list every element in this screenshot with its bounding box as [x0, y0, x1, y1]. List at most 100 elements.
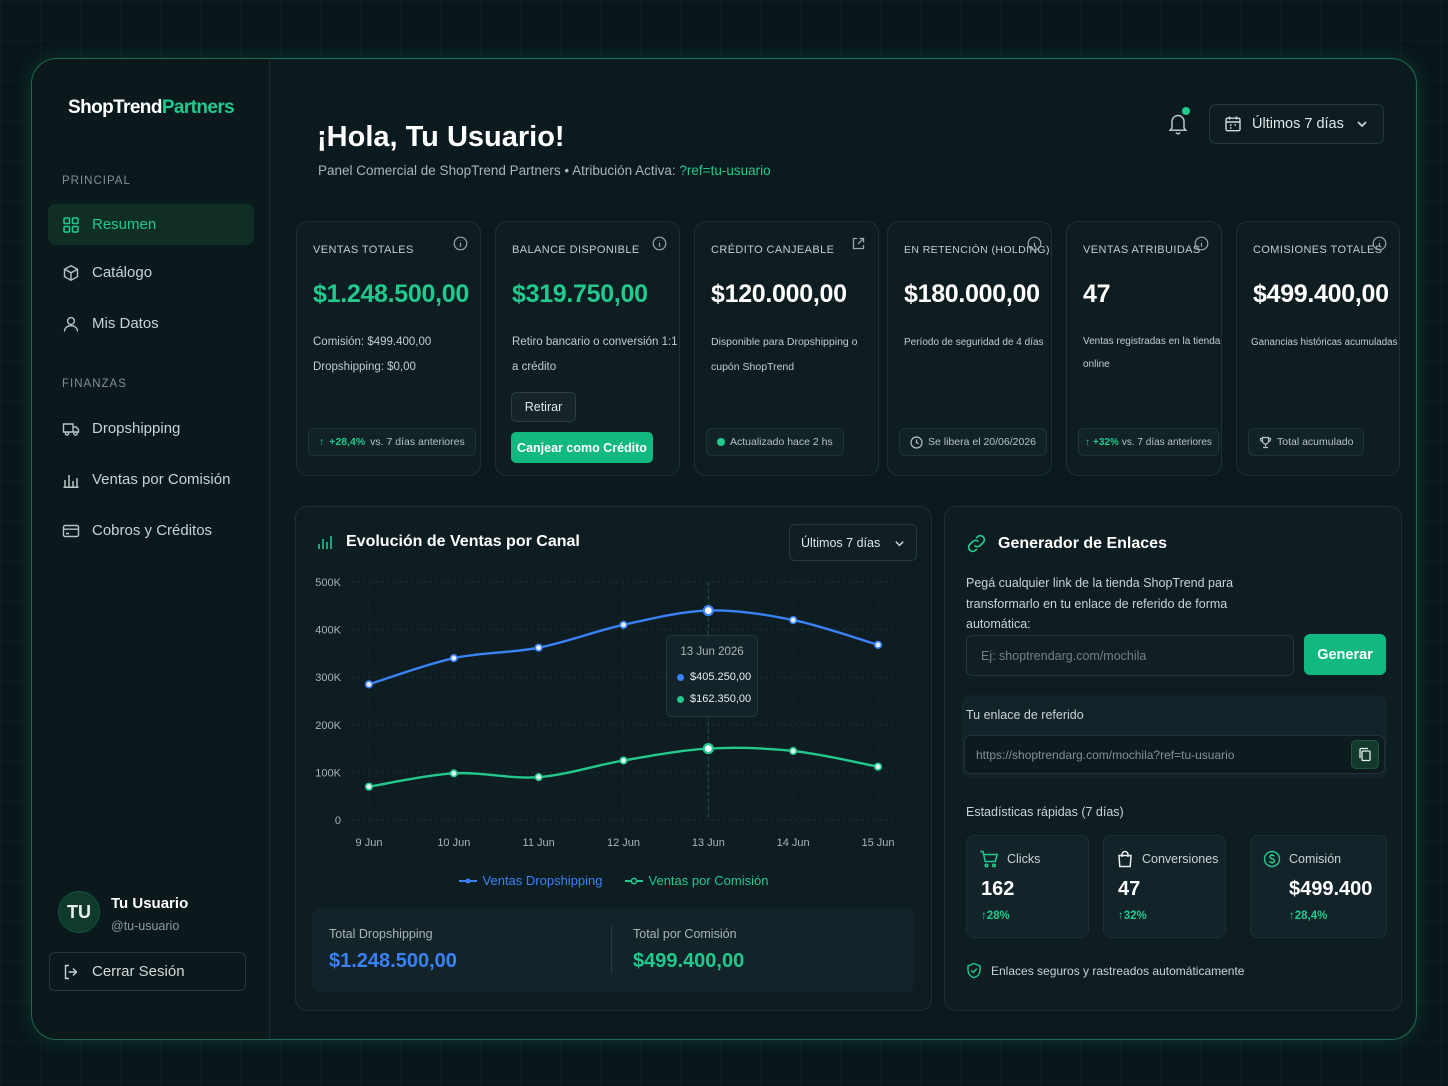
- y-tick-label: 500K: [315, 577, 341, 589]
- trend-value: +28,4%: [329, 436, 366, 448]
- data-point: [364, 680, 374, 689]
- page-subtitle: Panel Comercial de ShopTrend Partners • …: [318, 163, 771, 178]
- info-icon[interactable]: [652, 236, 667, 251]
- arrow-up-icon: ↑: [1289, 910, 1295, 922]
- url-input[interactable]: Ej: shoptrendarg.com/mochila: [966, 635, 1294, 676]
- chart-range-dropdown[interactable]: Últimos 7 días: [789, 524, 917, 561]
- referral-code: ?ref=tu-usuario: [679, 163, 771, 178]
- tooltip-row-comision: $162.350,00: [677, 693, 751, 705]
- sidebar-item-catalogo[interactable]: Catálogo: [48, 252, 254, 293]
- withdraw-button[interactable]: Retirar: [511, 392, 576, 422]
- tooltip-value: $162.350,00: [690, 693, 752, 705]
- kpi-label: CRÉDITO CANJEABLE: [711, 244, 835, 256]
- sidebar-item-cobros-creditos[interactable]: Cobros y Créditos: [48, 510, 254, 551]
- kpi-card-ventas-totales: VENTAS TOTALES $1.248.500,00 Comisión: $…: [296, 221, 481, 476]
- app-window: ShopTrendPartners PRINCIPAL Resumen Catá…: [31, 58, 1417, 1040]
- info-icon[interactable]: [453, 236, 468, 251]
- section-label-principal: PRINCIPAL: [62, 175, 131, 187]
- secure-notice: Enlaces seguros y rastreados automáticam…: [966, 962, 1244, 979]
- bar-chart-icon: [63, 474, 79, 488]
- data-point: [873, 640, 883, 649]
- copy-button[interactable]: [1351, 740, 1379, 769]
- kpi-value: $180.000,00: [904, 280, 1040, 308]
- stat-card-comision: Comisión $499.400 ↑28,4%: [1250, 835, 1387, 938]
- arrow-up-icon: ↑: [1085, 436, 1090, 448]
- stat-header: Clicks: [979, 850, 1040, 868]
- sidebar-item-mis-datos[interactable]: Mis Datos: [48, 303, 254, 344]
- bell-icon[interactable]: [1164, 109, 1192, 137]
- y-tick-label: 400K: [315, 625, 341, 637]
- redeem-credit-button[interactable]: Canjear como Crédito: [511, 432, 653, 463]
- trophy-icon: [1259, 436, 1272, 448]
- trend-pill: ↑ +28,4% vs. 7 días anteriores: [308, 428, 476, 456]
- logout-button[interactable]: Cerrar Sesión: [49, 952, 246, 991]
- legend-item-comision[interactable]: Ventas por Comisión: [624, 873, 769, 888]
- x-tick-label: 11 Jun: [523, 837, 555, 849]
- kpi-description: Período de seguridad de 4 días: [904, 330, 1044, 355]
- notification-dot: [1182, 107, 1190, 115]
- subtitle-text: Panel Comercial de ShopTrend Partners • …: [318, 163, 680, 178]
- info-icon[interactable]: [1027, 236, 1042, 251]
- arrow-up-icon: ↑: [981, 910, 987, 922]
- data-point: [789, 615, 798, 625]
- legend-label: Ventas por Comisión: [648, 873, 769, 888]
- stat-header: Comisión: [1263, 850, 1341, 868]
- kpi-card-ventas-atribuidas: VENTAS ATRIBUIDAS 47 Ventas registradas …: [1066, 221, 1222, 476]
- secure-text: Enlaces seguros y rastreados automáticam…: [991, 963, 1245, 978]
- kpi-line-2: Dropshipping: $0,00: [313, 361, 416, 373]
- status-pill: Actualizado hace 2 hs: [706, 428, 844, 456]
- total-comision-label: Total por Comisión: [633, 927, 737, 941]
- data-point: [449, 769, 458, 778]
- x-tick-label: 14 Jun: [777, 837, 810, 849]
- kpi-line-2: cupón ShopTrend: [711, 361, 795, 373]
- totals-divider: [611, 924, 612, 974]
- external-link-icon[interactable]: [851, 236, 866, 251]
- data-point: [449, 654, 458, 663]
- chart-title: Evolución de Ventas por Canal: [346, 533, 580, 550]
- chart-tooltip: 13 Jun 2026 $405.250,00 $162.350,00: [666, 635, 758, 717]
- sidebar-item-dropshipping[interactable]: Dropshipping: [48, 408, 254, 449]
- info-icon[interactable]: [1372, 236, 1387, 251]
- trend-text: vs. 7 días anteriores: [1121, 436, 1212, 448]
- legend-item-dropshipping[interactable]: Ventas Dropshipping: [458, 873, 603, 888]
- bag-icon: [1118, 850, 1132, 868]
- avatar[interactable]: TU: [58, 891, 100, 933]
- data-point: [619, 756, 628, 765]
- chart-totals: Total Dropshipping $1.248.500,00 Total p…: [312, 908, 914, 992]
- stat-card-clicks: Clicks 162 ↑28%: [966, 835, 1089, 938]
- referral-link-field[interactable]: https://shoptrendarg.com/mochila?ref=tu-…: [964, 735, 1385, 774]
- sidebar-item-resumen[interactable]: Resumen: [48, 204, 254, 245]
- brand-logo[interactable]: ShopTrendPartners: [68, 97, 235, 119]
- y-tick-label: 200K: [315, 720, 341, 732]
- kpi-card-comisiones-totales: COMISIONES TOTALES $499.400,00 Ganancias…: [1236, 221, 1400, 476]
- stat-delta-value: 28,4%: [1294, 910, 1328, 922]
- sales-chart-panel: Evolución de Ventas por Canal Últimos 7 …: [295, 506, 932, 1011]
- x-tick-label: 10 Jun: [437, 837, 470, 849]
- date-range-dropdown[interactable]: Últimos 7 días: [1209, 104, 1384, 144]
- generate-button[interactable]: Generar: [1304, 634, 1386, 675]
- y-tick-label: 300K: [315, 672, 341, 684]
- cart-icon: [980, 850, 999, 868]
- data-point: [534, 643, 543, 652]
- legend-label: Ventas Dropshipping: [482, 873, 603, 888]
- referral-link-label: Tu enlace de referido: [966, 708, 1084, 722]
- kpi-value: 47: [1083, 280, 1111, 308]
- kpi-value: $499.400,00: [1253, 280, 1389, 308]
- kpi-value: $120.000,00: [711, 280, 847, 308]
- link-icon: [967, 534, 986, 553]
- stat-delta-value: 32%: [1123, 910, 1147, 922]
- kpi-description: Ganancias históricas acumuladas: [1251, 330, 1398, 355]
- kpi-line-1: Período de seguridad de 4 días: [904, 337, 1044, 348]
- user-handle: @tu-usuario: [111, 919, 180, 933]
- tooltip-dot: [677, 673, 684, 681]
- sidebar-item-ventas-comision[interactable]: Ventas por Comisión: [48, 459, 254, 500]
- credit-card-icon: [62, 524, 80, 537]
- line-chart[interactable]: 0 100K 200K 300K 400K 500K 9 Jun 10 Jun 11 Jun 12…: [296, 567, 933, 867]
- chart-range-label: Últimos 7 días: [801, 535, 881, 550]
- data-point: [789, 746, 798, 756]
- stat-value: 47: [1118, 878, 1141, 900]
- y-tick-label: 100K: [315, 767, 341, 779]
- info-icon[interactable]: [1194, 236, 1209, 251]
- total-pill: Total acumulado: [1248, 428, 1365, 456]
- user-icon: [63, 316, 79, 332]
